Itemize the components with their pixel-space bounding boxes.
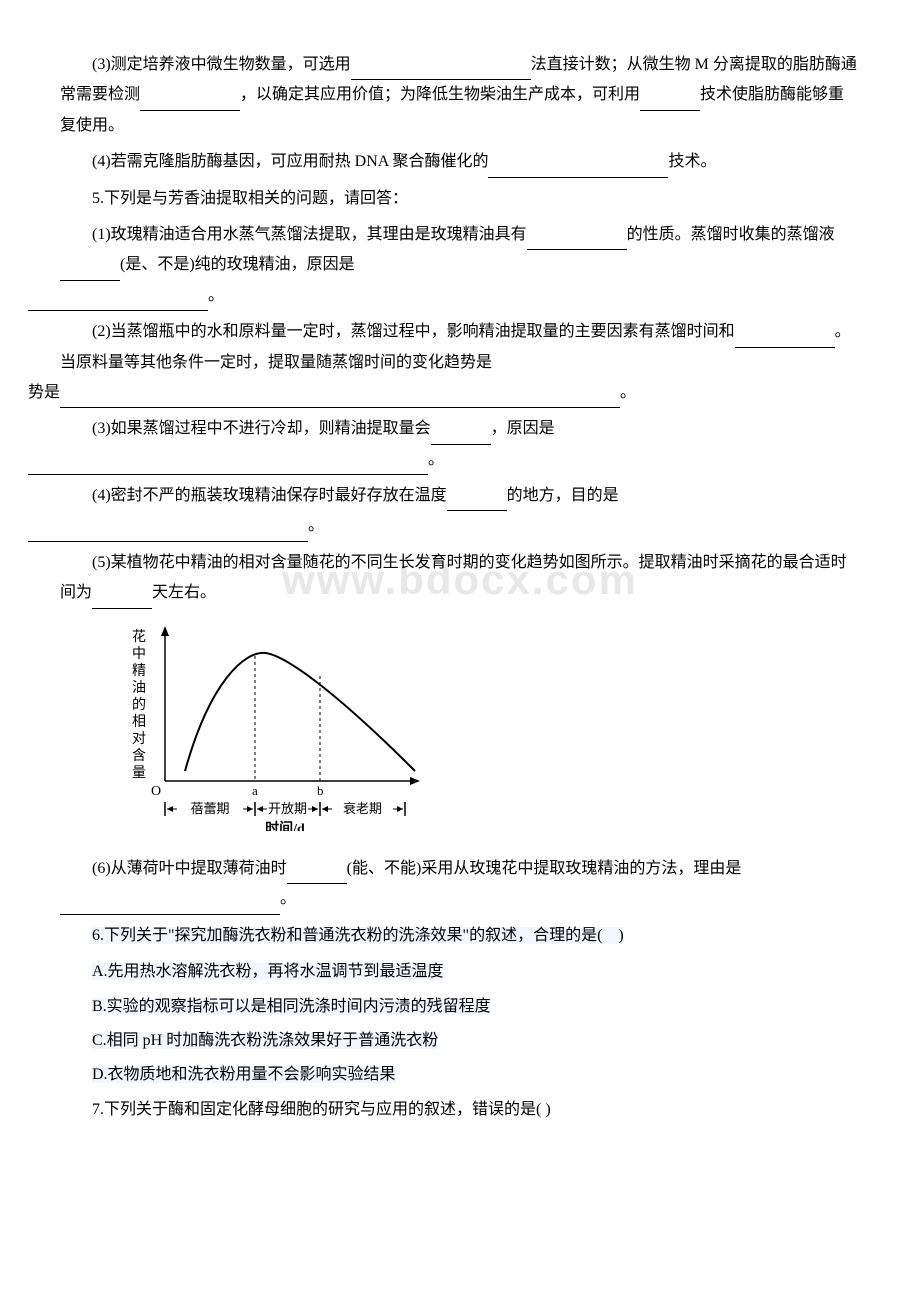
svg-text:油: 油: [132, 680, 146, 696]
document-content: (3)测定培养液中微生物数量，可选用法直接计数；从微生物 M 分离提取的脂肪酶通…: [60, 50, 860, 1125]
blank: [287, 865, 347, 884]
q4-paragraph: (4)若需克隆脂肪酶基因，可应用耐热 DNA 聚合酶催化的 技术。: [60, 147, 860, 177]
svg-text:衰老期: 衰老期: [343, 801, 382, 816]
q6-d-text: D.衣物质地和洗衣粉用量不会影响实验结果: [92, 1066, 396, 1083]
blank: [488, 158, 668, 177]
blank: [527, 231, 627, 250]
q5-p1: (1)玫瑰精油适合用水蒸气蒸馏法提取，其理由是玫瑰精油具有 的性质。蒸馏时收集的蒸…: [60, 220, 860, 311]
q6-option-a: A.先用热水溶解洗衣粉，再将水温调节到最适温度: [60, 957, 860, 987]
blank: [28, 456, 428, 475]
q6-stem-text: 6.下列关于"探究加酶洗衣粉和普通洗衣粉的洗涤效果"的叙述，合理的是( ): [92, 927, 624, 944]
q5-p1-c: (是、不是)纯的玫瑰精油，原因是: [120, 256, 355, 273]
q5-p6-a: (6)从薄荷叶中提取薄荷油时: [92, 860, 287, 877]
blank: [92, 589, 152, 608]
q3-text-a: (3)测定培养液中微生物数量，可选用: [92, 56, 351, 73]
blank: [431, 426, 491, 445]
q5-p6-b: (能、不能)采用从玫瑰花中提取玫瑰精油的方法，理由是: [347, 860, 742, 877]
q5-p4-b: 的地方，目的是: [507, 487, 619, 504]
blank: [735, 328, 835, 347]
q6-option-d: D.衣物质地和洗衣粉用量不会影响实验结果: [60, 1060, 860, 1090]
svg-text:中: 中: [132, 646, 146, 662]
q5-p1-b: 的性质。蒸馏时收集的蒸馏液: [627, 226, 835, 243]
q3-paragraph: (3)测定培养液中微生物数量，可选用法直接计数；从微生物 M 分离提取的脂肪酶通…: [60, 50, 860, 141]
q5-p1-a: (1)玫瑰精油适合用水蒸气蒸馏法提取，其理由是玫瑰精油具有: [92, 226, 527, 243]
svg-text:蓓蕾期: 蓓蕾期: [190, 801, 229, 816]
q6-c-text: C.相同 pH 时加酶洗衣粉洗涤效果好于普通洗衣粉: [92, 1032, 438, 1049]
q5-p6-c: 。: [280, 890, 296, 907]
q6-b-text: B.实验的观察指标可以是相同洗涤时间内污渍的残留程度: [92, 998, 491, 1015]
blank: [28, 523, 308, 542]
blank: [60, 262, 120, 281]
q5-p2: (2)当蒸馏瓶中的水和原料量一定时，蒸馏过程中，影响精油提取量的主要因素有蒸馏时…: [60, 317, 860, 408]
chart-svg: 花中精油的相对含量Oa b 蓓蕾期 开放期 衰老期时间/d: [120, 621, 440, 831]
q3-text-c: ，以确定其应用价值；为降低生物柴油生产成本，可利用: [240, 86, 640, 103]
q5-intro: 5.下列是与芳香油提取相关的问题，请回答：: [60, 184, 860, 214]
svg-text:a: a: [252, 783, 258, 798]
svg-text:b: b: [317, 783, 324, 798]
svg-text:O: O: [151, 784, 161, 799]
q5-p6: (6)从薄荷叶中提取薄荷油时 (能、不能)采用从玫瑰花中提取玫瑰精油的方法，理由是…: [60, 854, 860, 915]
q5-p4: (4)密封不严的瓶装玫瑰精油保存时最好存放在温度 的地方，目的是。: [60, 481, 860, 542]
blank: [60, 896, 280, 915]
svg-text:对: 对: [132, 731, 146, 747]
q5-p1-d: 。: [208, 287, 224, 304]
svg-text:精: 精: [132, 663, 146, 679]
q5-p4-c: 。: [308, 517, 324, 534]
q6-option-b: B.实验的观察指标可以是相同洗涤时间内污渍的残留程度: [60, 992, 860, 1022]
svg-text:量: 量: [132, 765, 146, 781]
q7-stem: 7.下列关于酶和固定化酵母细胞的研究与应用的叙述，错误的是( ): [60, 1095, 860, 1125]
q5-p3: (3)如果蒸馏过程中不进行冷却，则精油提取量会 ，原因是。: [60, 414, 860, 475]
svg-text:相: 相: [132, 714, 146, 730]
svg-text:含: 含: [132, 748, 146, 764]
oil-content-chart: 花中精油的相对含量Oa b 蓓蕾期 开放期 衰老期时间/d: [120, 621, 860, 842]
q6-a-text: A.先用热水溶解洗衣粉，再将水温调节到最适温度: [92, 963, 444, 980]
blank: [140, 92, 240, 111]
q4-text-b: 技术。: [668, 153, 716, 170]
q6-option-c: C.相同 pH 时加酶洗衣粉洗涤效果好于普通洗衣粉: [60, 1026, 860, 1056]
blank: [60, 389, 620, 408]
blank: [447, 492, 507, 511]
svg-text:开放期: 开放期: [268, 801, 307, 816]
q5-p5-b: 天左右。: [152, 584, 216, 601]
blank: [28, 292, 208, 311]
q4-text-a: (4)若需克隆脂肪酶基因，可应用耐热 DNA 聚合酶催化的: [92, 153, 488, 170]
q5-p3-c: 。: [428, 451, 444, 468]
blank: [640, 92, 700, 111]
q5-p4-a: (4)密封不严的瓶装玫瑰精油保存时最好存放在温度: [92, 487, 447, 504]
svg-text:的: 的: [132, 697, 146, 713]
q5-p3-b: ，原因是: [491, 420, 555, 437]
svg-text:花: 花: [132, 629, 146, 645]
q5-p2-trend: 势是: [28, 384, 60, 401]
q6-stem: 6.下列关于"探究加酶洗衣粉和普通洗衣粉的洗涤效果"的叙述，合理的是( ): [60, 921, 860, 951]
q5-p3-a: (3)如果蒸馏过程中不进行冷却，则精油提取量会: [92, 420, 431, 437]
svg-text:时间/d: 时间/d: [265, 820, 305, 831]
q5-p2-c: 。: [620, 384, 636, 401]
blank: [351, 61, 531, 80]
q5-p5: (5)某植物花中精油的相对含量随花的不同生长发育时期的变化趋势如图所示。提取精油…: [60, 548, 860, 609]
q5-p2-a: (2)当蒸馏瓶中的水和原料量一定时，蒸馏过程中，影响精油提取量的主要因素有蒸馏时…: [92, 323, 735, 340]
